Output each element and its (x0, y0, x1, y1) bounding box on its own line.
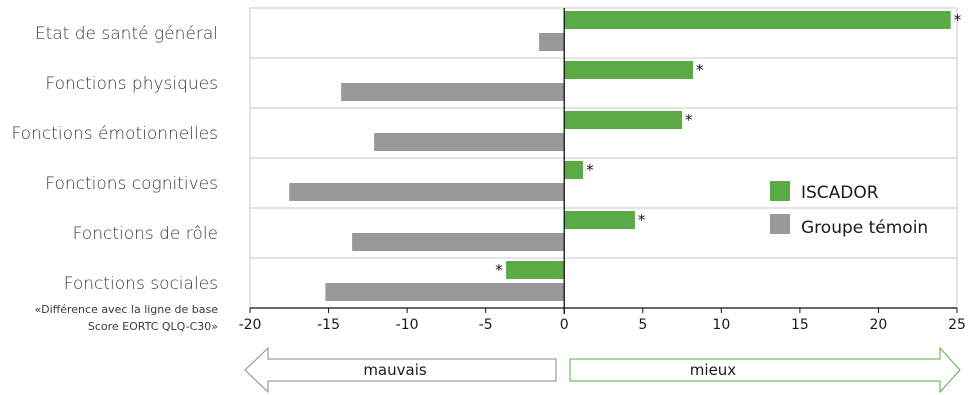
x-tick-label: 5 (638, 317, 647, 333)
bar (564, 111, 683, 129)
axis-note-line1: «Différence avec la ligne de base (35, 303, 219, 316)
category-label: Fonctions physiques (45, 74, 218, 94)
bar (374, 133, 565, 151)
x-tick-label: -5 (479, 317, 493, 333)
bar (539, 33, 565, 51)
category-label: Fonctions de rôle (73, 224, 218, 244)
bar (352, 233, 565, 251)
arrow-label-mieux: mieux (690, 361, 737, 379)
x-tick-label: 10 (712, 317, 730, 333)
x-tick-label: 25 (948, 317, 966, 333)
bar (325, 283, 565, 301)
grid-lines (249, 7, 958, 309)
x-tick-label: 20 (870, 317, 888, 333)
category-label: Etat de santé général (35, 24, 218, 44)
legend: ISCADOR Groupe témoin (770, 181, 928, 238)
bar (564, 11, 951, 29)
x-tick-label: -10 (396, 317, 419, 333)
category-label: Fonctions émotionnelles (12, 124, 219, 144)
bar (564, 161, 584, 179)
significance-marker: * (954, 11, 962, 29)
bar (341, 83, 565, 101)
x-axis: -20 -15 -10 -5 0 5 10 15 20 25 (239, 8, 966, 333)
axis-note-line2: Score EORTC QLQ-C30» (88, 320, 218, 333)
significance-marker: * (696, 61, 704, 79)
x-tick-label: -20 (239, 317, 262, 333)
legend-label-iscador: ISCADOR (801, 183, 879, 203)
x-tick-label: 15 (791, 317, 809, 333)
bar (289, 183, 565, 201)
legend-label-groupe-temoin: Groupe témoin (801, 218, 928, 238)
category-labels: Etat de santé général Fonctions physiques… (12, 24, 219, 294)
x-tick-label: 0 (560, 317, 569, 333)
significance-marker: * (495, 261, 503, 279)
significance-marker: * (685, 111, 693, 129)
bar (564, 61, 694, 79)
arrow-right-mieux (569, 346, 961, 394)
arrow-left-mauvais (244, 346, 557, 394)
bars: * * * * * * (289, 11, 962, 301)
category-label: Fonctions sociales (64, 274, 218, 294)
bar (564, 211, 635, 229)
direction-arrows: mauvais mieux (244, 346, 961, 394)
arrow-label-mauvais: mauvais (363, 361, 427, 379)
x-tick-label: -15 (317, 317, 340, 333)
significance-marker: * (586, 161, 594, 179)
bar (506, 261, 565, 279)
legend-swatch-groupe-temoin (770, 214, 790, 234)
legend-swatch-iscador (770, 181, 790, 201)
category-label: Fonctions cognitives (45, 174, 218, 194)
significance-marker: * (638, 211, 646, 229)
